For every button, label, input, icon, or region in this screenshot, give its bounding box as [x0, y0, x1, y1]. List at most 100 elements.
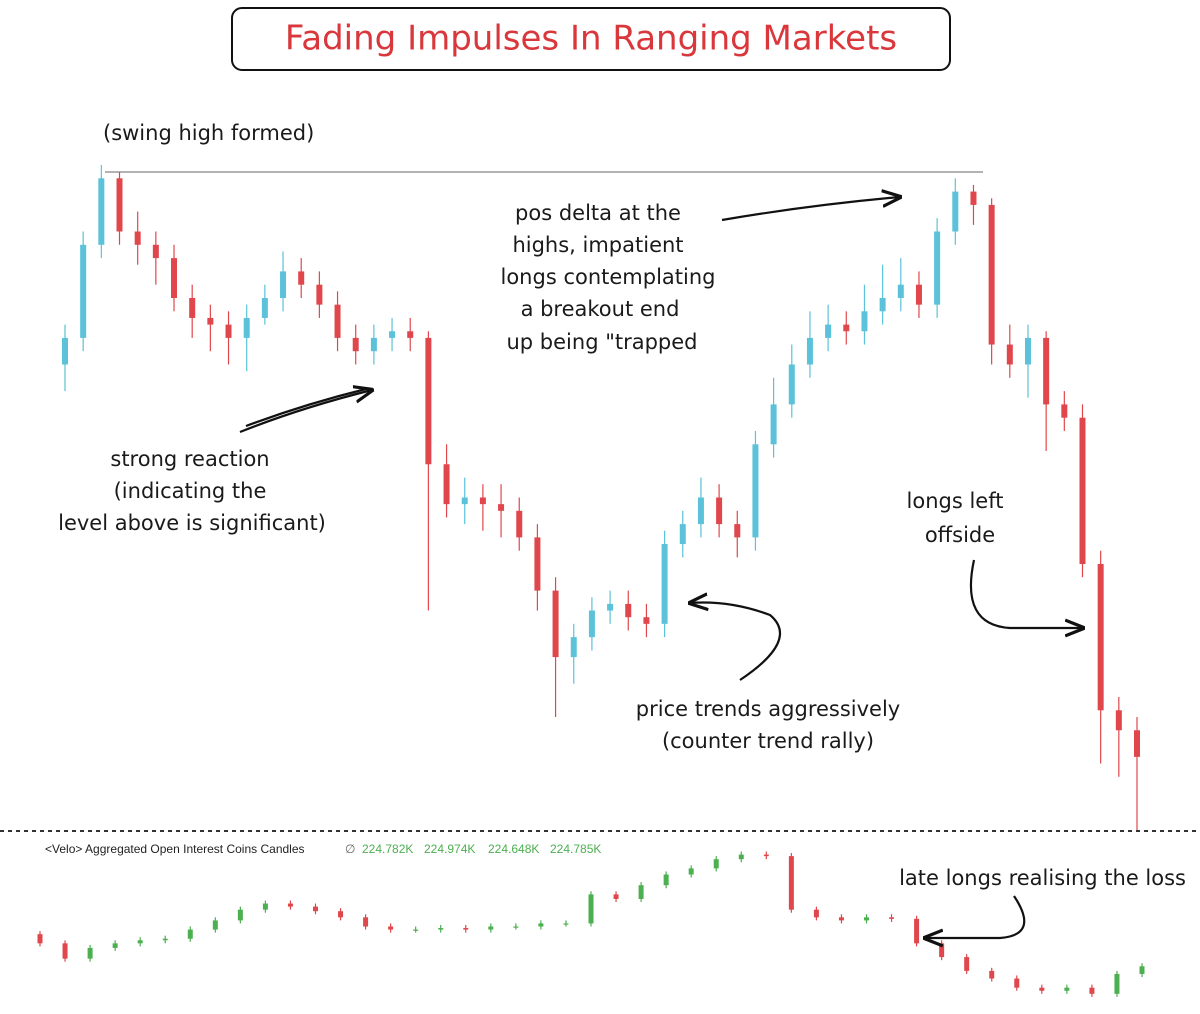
candle-body — [661, 544, 668, 624]
candle-body — [1061, 404, 1068, 418]
candle-body — [1139, 966, 1145, 974]
candle-body — [534, 537, 541, 591]
arrow — [721, 197, 900, 222]
candle-body — [738, 854, 744, 860]
candle-body — [189, 298, 196, 318]
candle-body — [463, 928, 469, 930]
candle-body — [861, 311, 868, 332]
annotation: strong reaction — [110, 447, 269, 471]
candle-body — [964, 957, 970, 971]
candle-body — [338, 911, 344, 918]
candle-body — [879, 298, 886, 312]
legend-value: 224.782K — [362, 842, 413, 856]
candle-body — [1039, 987, 1045, 991]
candle-body — [643, 617, 650, 624]
annotation: (swing high formed) — [103, 121, 314, 145]
candle-body — [952, 191, 959, 232]
title-box — [231, 7, 951, 71]
candle-body — [613, 894, 619, 899]
candle-body — [734, 524, 741, 538]
candle-body — [137, 940, 143, 944]
candle-body — [389, 331, 396, 338]
candle-body — [813, 909, 819, 918]
candle-body — [313, 906, 318, 912]
candle-body — [62, 943, 68, 959]
candle-body — [187, 929, 193, 939]
candle-body — [498, 504, 505, 511]
candle-body — [1006, 344, 1013, 365]
candle-body — [1097, 564, 1104, 711]
annotation: (indicating the — [114, 479, 267, 503]
annotation: level above is significant) — [58, 511, 326, 535]
candle-body — [87, 947, 93, 959]
annotation: a breakout end — [521, 297, 680, 321]
candle-body — [988, 204, 995, 345]
oi-legend: <Velo> Aggregated Open Interest Coins Ca… — [45, 842, 601, 856]
annotation: longs left — [907, 489, 1004, 513]
candle-body — [112, 943, 118, 948]
candle-body — [1014, 978, 1020, 988]
candle-body — [552, 590, 559, 658]
candle-body — [1134, 730, 1140, 757]
candle-body — [538, 923, 544, 927]
candle-body — [1064, 987, 1070, 991]
candle-body — [488, 926, 494, 930]
candle-body — [989, 970, 995, 979]
candle-body — [171, 258, 178, 298]
candle-body — [1115, 710, 1122, 731]
annotation: offside — [925, 523, 995, 547]
candle-body — [713, 859, 719, 869]
arrow — [690, 603, 781, 681]
arrows — [239, 197, 1083, 938]
legend-value: 224.974K — [424, 842, 475, 856]
candle-body — [316, 284, 323, 305]
candle-body — [897, 284, 904, 298]
candle-body — [1043, 337, 1050, 405]
annotation: price trends aggressively — [636, 697, 900, 721]
candle-body — [625, 603, 632, 618]
chart-title: Fading Impulses In Ranging Markets — [285, 19, 897, 59]
candle-body — [788, 856, 794, 910]
arrow — [969, 559, 1083, 628]
candle-body — [62, 337, 68, 365]
candle-body — [638, 885, 644, 899]
candle-body — [588, 610, 595, 638]
candle-body — [688, 868, 694, 875]
legend-value: 224.785K — [550, 842, 601, 856]
candle-body — [915, 284, 922, 305]
candle-body — [98, 178, 105, 245]
annotation: up being "trapped — [506, 330, 697, 354]
candle-body — [261, 298, 268, 318]
candle-body — [770, 404, 777, 445]
candle-body — [461, 497, 468, 505]
candle-body — [697, 497, 704, 525]
candle-body — [838, 917, 844, 921]
candle-body — [763, 854, 769, 857]
candle-body — [914, 918, 920, 944]
candle-body — [425, 337, 432, 465]
annotation: (counter trend rally) — [662, 729, 874, 753]
candle-body — [287, 903, 293, 907]
candle-body — [752, 444, 759, 538]
candle-body — [80, 244, 87, 338]
candle-body — [352, 337, 359, 352]
candle-body — [370, 337, 377, 352]
annotation: longs contemplating — [501, 265, 716, 289]
candle-body — [843, 324, 850, 332]
candle-body — [479, 497, 486, 505]
candle-body — [207, 317, 214, 325]
candle-body — [152, 244, 159, 259]
candle-body — [212, 920, 218, 930]
annotation: pos delta at the — [515, 201, 681, 225]
arrow — [239, 390, 372, 434]
candle-body — [334, 304, 341, 338]
candle-body — [1024, 337, 1031, 365]
candle-body — [588, 894, 594, 924]
candle-body — [806, 337, 813, 365]
arrow — [925, 895, 1026, 938]
price-chart — [62, 165, 1140, 830]
candle-body — [970, 191, 977, 205]
candle-body — [363, 917, 369, 927]
annotations: (swing high formed) pos delta at the hig… — [58, 121, 1186, 890]
